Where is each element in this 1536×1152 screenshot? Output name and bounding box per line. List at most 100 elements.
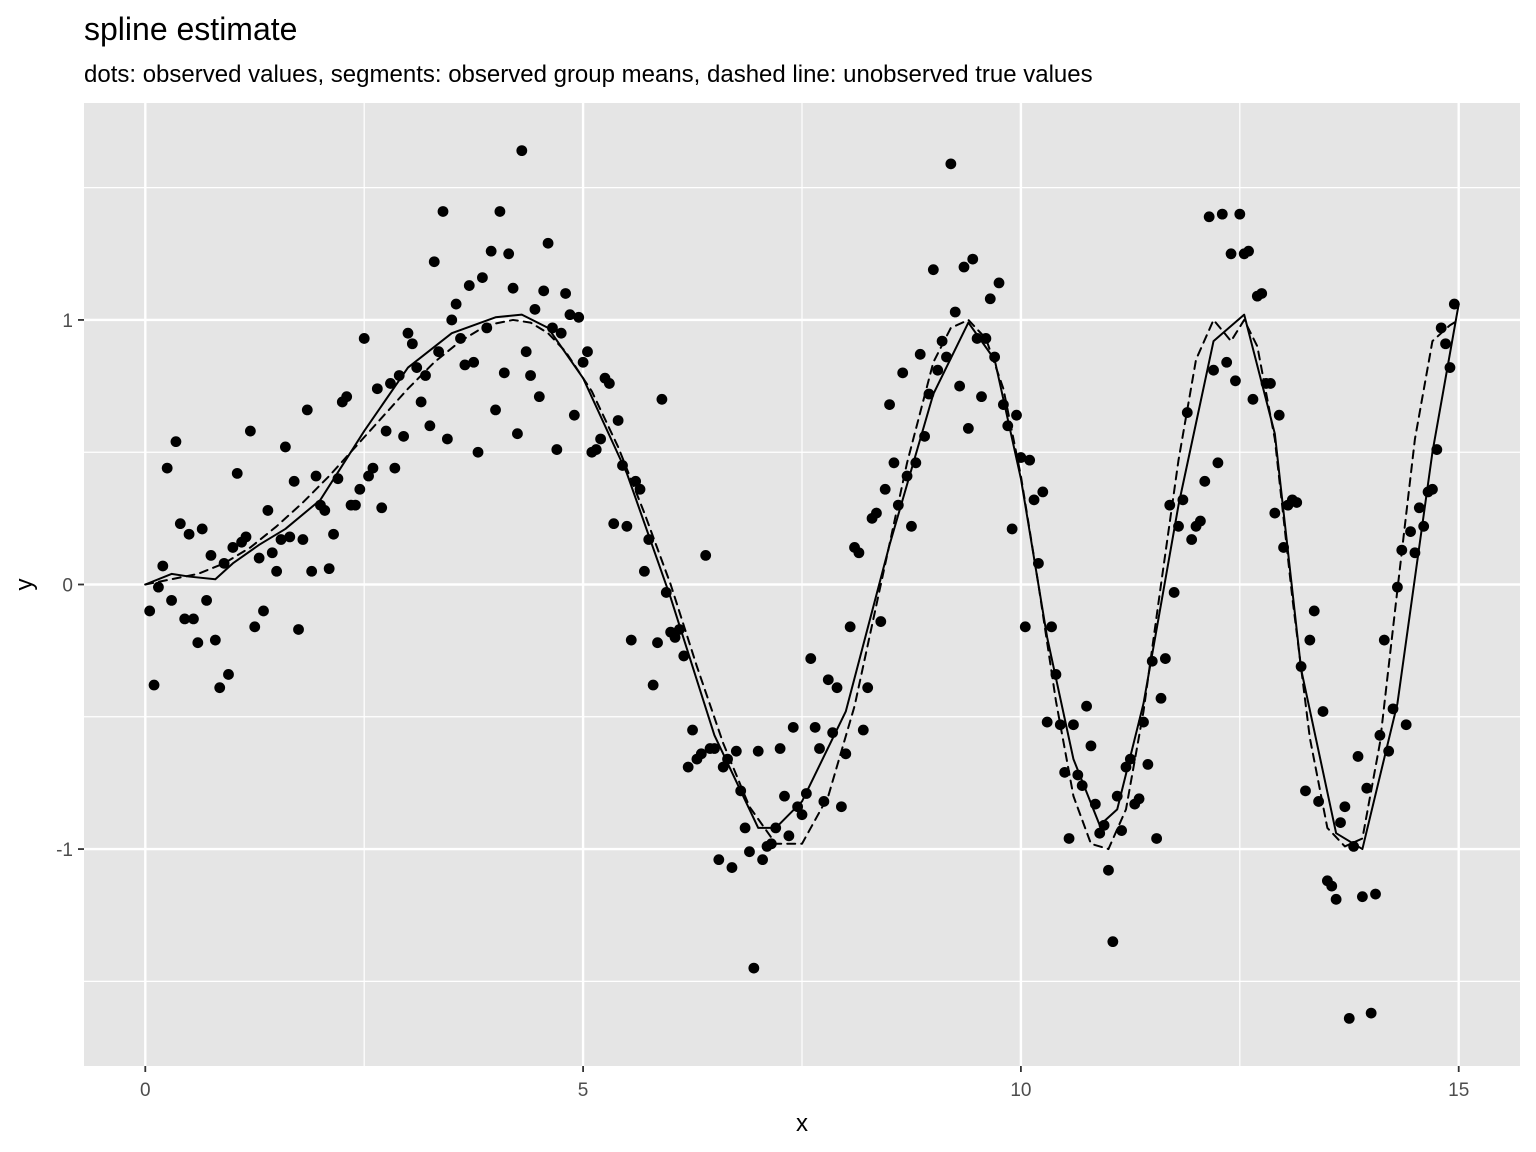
data-point	[967, 253, 979, 265]
data-point	[787, 721, 799, 733]
data-point	[800, 788, 812, 799]
data-point	[358, 333, 370, 344]
data-point	[371, 383, 383, 395]
data-point	[297, 534, 309, 545]
data-point	[984, 293, 996, 305]
data-point	[774, 743, 786, 754]
data-point	[608, 518, 620, 530]
data-point	[1352, 751, 1364, 762]
data-point	[621, 520, 633, 532]
data-point	[533, 391, 545, 403]
data-point	[1234, 208, 1246, 220]
data-point	[634, 483, 646, 495]
data-point	[1300, 785, 1311, 797]
data-point	[779, 790, 790, 802]
data-point	[153, 581, 164, 593]
grid-lines	[84, 103, 1520, 1066]
data-point	[1138, 716, 1149, 728]
data-point	[1308, 605, 1320, 617]
data-point	[1365, 1007, 1377, 1019]
data-point	[380, 425, 392, 437]
data-point	[674, 624, 685, 635]
data-point	[170, 436, 182, 448]
data-point	[853, 547, 865, 559]
data-point	[1343, 1012, 1355, 1024]
data-point	[262, 505, 274, 516]
data-point	[923, 388, 935, 400]
data-point	[214, 682, 226, 694]
data-point	[555, 327, 567, 339]
data-point	[805, 653, 817, 664]
data-point	[1033, 557, 1044, 569]
data-point	[976, 391, 987, 403]
data-point	[209, 634, 221, 646]
data-point	[279, 441, 291, 453]
data-point	[678, 650, 690, 662]
data-point	[906, 520, 917, 532]
data-point	[450, 298, 462, 310]
data-point	[1146, 655, 1158, 667]
data-point	[1269, 507, 1281, 519]
data-point	[520, 346, 532, 358]
data-point	[157, 560, 169, 572]
data-point	[525, 370, 536, 381]
spline-fit-line	[144, 303, 1460, 851]
data-point	[643, 534, 655, 545]
data-point	[240, 531, 252, 543]
data-point	[949, 306, 961, 318]
data-point	[1387, 703, 1399, 715]
data-point	[1370, 888, 1381, 900]
data-point	[350, 499, 361, 511]
data-point	[455, 333, 466, 344]
data-point	[1444, 362, 1456, 373]
data-point	[266, 547, 278, 559]
data-point	[1089, 798, 1101, 810]
data-point	[936, 335, 948, 347]
data-point	[406, 338, 418, 350]
data-point	[1304, 634, 1316, 646]
data-point	[770, 822, 782, 834]
data-point	[709, 743, 720, 754]
data-point	[862, 682, 874, 694]
data-point	[630, 475, 642, 487]
data-point	[822, 674, 834, 686]
data-point	[507, 282, 519, 294]
data-point	[253, 552, 265, 564]
data-point	[179, 613, 191, 625]
data-point	[871, 507, 882, 519]
data-point	[275, 534, 287, 545]
data-point	[498, 367, 510, 379]
data-point	[1006, 523, 1018, 535]
chart-title: spline estimate	[84, 11, 297, 47]
data-point	[1103, 864, 1114, 876]
data-point	[875, 616, 887, 627]
data-point	[1124, 753, 1136, 765]
data-point	[625, 634, 637, 646]
data-point	[192, 637, 204, 649]
data-point	[398, 430, 409, 442]
data-point	[1037, 486, 1049, 498]
data-point	[258, 605, 269, 617]
data-point	[1440, 338, 1451, 350]
data-point	[1116, 825, 1127, 836]
data-point	[538, 285, 550, 297]
data-point	[1291, 497, 1303, 508]
data-point	[227, 542, 239, 553]
data-point	[582, 346, 593, 358]
data-point	[1120, 761, 1132, 773]
data-point	[713, 854, 725, 866]
data-point	[1317, 706, 1329, 717]
y-tick-label: -1	[56, 840, 73, 861]
data-point	[1448, 298, 1460, 310]
data-point	[196, 523, 208, 535]
data-point	[1212, 457, 1224, 469]
data-point	[892, 499, 904, 511]
x-tick-label: 10	[1010, 1080, 1031, 1101]
data-point	[148, 679, 160, 691]
y-tick-label: 1	[62, 311, 73, 332]
data-point	[223, 669, 234, 680]
data-point	[1098, 819, 1110, 831]
data-point	[310, 470, 322, 482]
data-point	[411, 362, 423, 373]
data-point	[1155, 692, 1167, 704]
